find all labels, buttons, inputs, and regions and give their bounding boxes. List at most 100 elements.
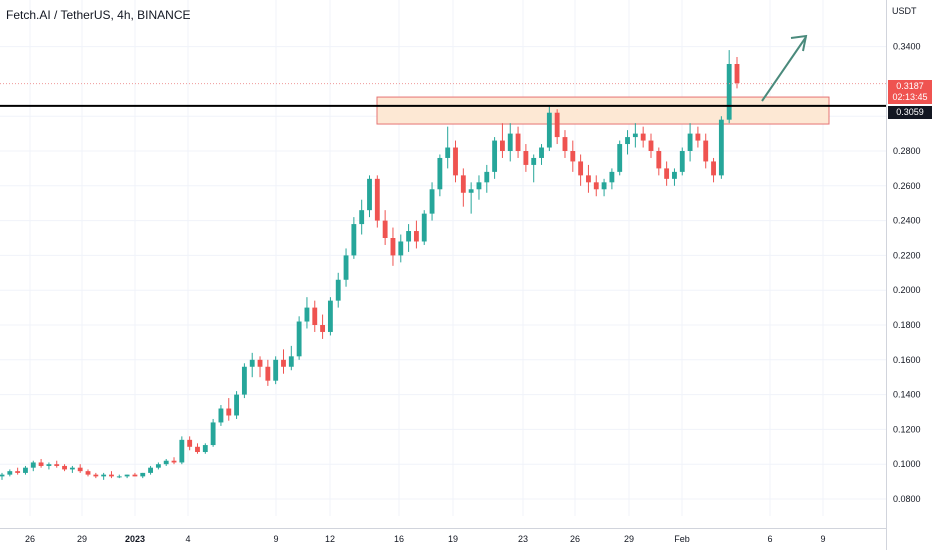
candle-body (257, 359, 263, 367)
x-tick-label: 26 (25, 534, 35, 544)
candle-body (249, 359, 255, 367)
y-tick-label: 0.2400 (893, 216, 921, 226)
x-tick-label: 6 (767, 534, 772, 544)
candle-body (38, 462, 44, 466)
candle-body (179, 439, 185, 463)
candle-body (617, 144, 623, 172)
candle-body (406, 231, 412, 242)
candle-body (312, 307, 318, 325)
countdown-value: 02:13:45 (892, 92, 928, 102)
x-tick-label: 26 (570, 534, 580, 544)
candle-body (273, 359, 279, 381)
candle-body (327, 300, 333, 332)
overlay (0, 34, 886, 107)
candle-body (367, 178, 372, 211)
candle-body (554, 112, 560, 138)
candle-body (523, 151, 529, 165)
candle-body (304, 307, 310, 322)
candle-body (155, 464, 161, 468)
y-tick-label: 0.0800 (893, 494, 921, 504)
candle-body (672, 171, 677, 179)
candle-body (468, 189, 474, 193)
candle-body (734, 64, 740, 84)
x-tick-label: 19 (448, 534, 458, 544)
candles (0, 50, 740, 480)
candle-body (632, 133, 638, 138)
arrow-head-icon (790, 34, 808, 52)
y-tick-label: 0.2800 (893, 146, 921, 156)
candle-body (492, 140, 498, 172)
candle-body (640, 133, 646, 141)
candle-body (570, 151, 576, 162)
candle-body (234, 394, 239, 416)
y-tick-label: 0.1000 (893, 459, 921, 469)
candle-body (265, 366, 271, 381)
y-tick-label: 0.1200 (893, 424, 921, 434)
current-price-tag: 0.3187 02:13:45 (888, 80, 932, 104)
resistance-zone-box[interactable] (376, 96, 830, 125)
candle-body (656, 151, 662, 169)
x-tick-label: 23 (518, 534, 528, 544)
candle-body (171, 460, 177, 463)
candle-body (109, 474, 114, 477)
candle-body (601, 182, 607, 190)
candle-body (531, 157, 537, 165)
candle-body (515, 133, 521, 151)
candle-body (320, 325, 326, 332)
candle-body (101, 474, 107, 477)
candle-body (288, 356, 294, 367)
x-tick-label: Feb (674, 534, 690, 544)
y-tick-label: 0.1600 (893, 355, 921, 365)
candle-body (429, 189, 435, 214)
candle-body (343, 255, 349, 280)
candle-body (726, 64, 732, 120)
candle-body (648, 140, 654, 151)
time-axis[interactable]: 26 29 2023 4 9 12 16 19 23 26 29 Feb 6 9 (25, 534, 826, 544)
candle-body (687, 133, 693, 151)
candle-body (359, 210, 365, 225)
candle-body (163, 460, 169, 465)
candle-body (413, 231, 419, 242)
candle-body (202, 445, 208, 453)
candle-body (140, 472, 146, 477)
candle-body (15, 471, 21, 473)
x-tick-label: 4 (185, 534, 190, 544)
y-tick-label: 0.1800 (893, 320, 921, 330)
candle-body (218, 408, 224, 423)
y-tick-label: 0.2000 (893, 285, 921, 295)
x-tick-label: 12 (325, 534, 335, 544)
price-axis[interactable]: USDT 0.0800 0.1000 0.1200 0.1400 0.1600 0.1800… (892, 6, 921, 504)
candle-body (226, 408, 232, 416)
candle-body (437, 157, 443, 190)
x-tick-label: 16 (394, 534, 404, 544)
candle-body (390, 238, 396, 256)
candle-body (351, 224, 357, 256)
candle-body (69, 467, 75, 470)
candle-body (664, 168, 670, 179)
candle-body (241, 366, 247, 395)
level-price-tag: 0.3059 (888, 106, 932, 119)
x-tick-label: 29 (624, 534, 634, 544)
candle-body (679, 151, 685, 172)
x-tick-label: 9 (820, 534, 825, 544)
candle-body (546, 112, 552, 148)
candle-body (296, 321, 302, 357)
candle-body (124, 474, 130, 477)
candle-body (210, 422, 216, 446)
candle-body (85, 471, 91, 475)
candle-body (578, 161, 584, 176)
candle-body (695, 133, 701, 141)
candle-body (718, 119, 724, 176)
current-price-value: 0.3187 (896, 81, 924, 91)
candle-body (593, 182, 599, 190)
candle-body (54, 464, 60, 466)
candle-body (421, 213, 427, 242)
breakout-arrow-icon[interactable] (761, 36, 807, 102)
candle-body (398, 241, 404, 256)
level-price-value: 0.3059 (896, 107, 924, 117)
x-tick-label: 9 (273, 534, 278, 544)
candle-body (382, 220, 388, 238)
grid (0, 0, 887, 550)
chart-title: Fetch.AI / TetherUS, 4h, BINANCE (6, 8, 191, 22)
